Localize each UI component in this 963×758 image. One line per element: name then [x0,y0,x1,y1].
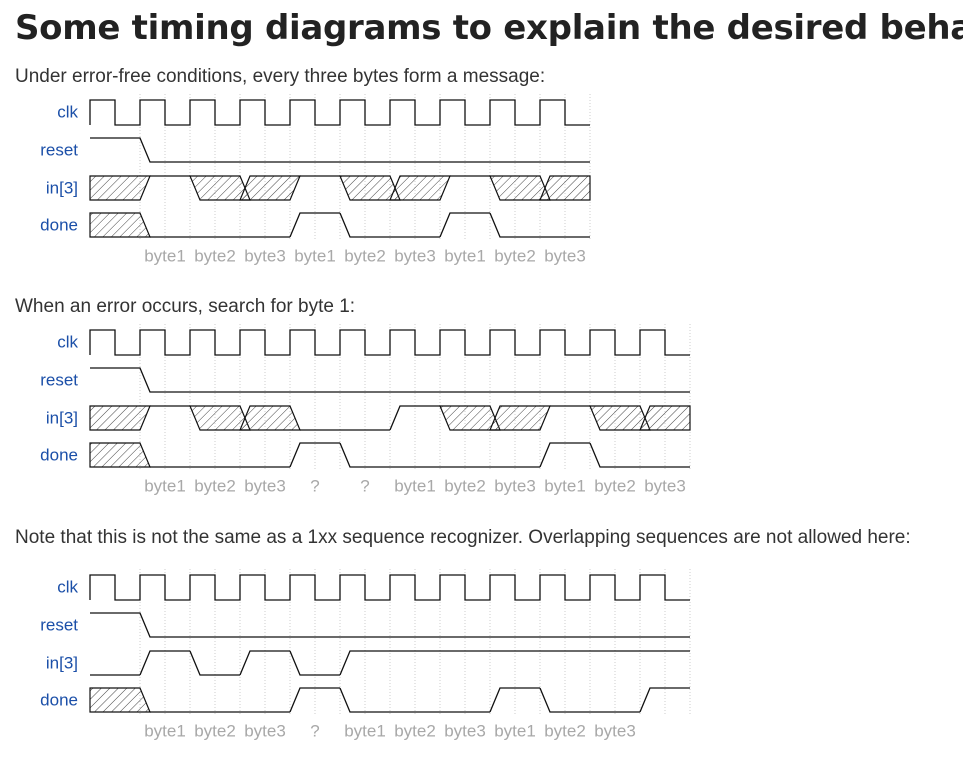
signal-label: done [40,690,78,709]
byte-label: byte3 [244,476,286,495]
dont-care [539,175,591,201]
dont-care [239,405,301,431]
wave-line [439,212,490,238]
byte-label: byte3 [244,246,286,265]
byte-label: byte2 [494,246,536,265]
signal-label: in[3] [46,178,78,197]
signal-label: clk [57,577,78,596]
wave-line [339,650,390,676]
byte-label: byte2 [344,246,386,265]
wave-line [90,137,590,163]
wave-line [539,442,590,468]
wave-line [89,329,690,356]
dont-care [489,405,551,431]
byte-label: byte3 [644,476,686,495]
caption: When an error occurs, search for byte 1: [15,296,356,317]
signal-label: reset [40,370,78,389]
byte-label: byte3 [544,246,586,265]
wave-line [489,212,540,238]
wave-line [90,612,690,638]
wave-line [389,405,440,431]
wave-line [239,650,290,676]
byte-label: byte1 [144,476,186,495]
dont-care [89,405,151,431]
signal-label: in[3] [46,408,78,427]
signal-label: done [40,215,78,234]
wave-line [90,367,690,393]
byte-label: byte1 [394,476,436,495]
wave-line [139,650,190,676]
byte-label: byte1 [494,721,536,740]
byte-label: byte3 [594,721,636,740]
byte-label: byte3 [444,721,486,740]
wave-line [189,650,240,676]
caption: Under error-free conditions, every three… [15,66,546,87]
signal-label: clk [57,332,78,351]
wave-line [289,212,340,238]
byte-label: byte2 [544,721,586,740]
signal-label: in[3] [46,653,78,672]
wave-line [339,687,390,713]
byte-label: byte3 [494,476,536,495]
dont-care [89,175,151,201]
byte-label: byte2 [194,476,236,495]
wave-line [289,442,340,468]
wave-line [639,687,690,713]
byte-label: byte1 [344,721,386,740]
byte-label: byte1 [144,246,186,265]
byte-label: byte1 [294,246,336,265]
dont-care [89,212,151,238]
byte-label: byte2 [194,246,236,265]
dont-care [89,687,151,713]
wave-line [589,442,640,468]
byte-label: byte2 [394,721,436,740]
byte-label: byte2 [594,476,636,495]
wave-line [489,687,540,713]
wave-line [289,687,340,713]
signal-label: clk [57,102,78,121]
byte-label: byte3 [244,721,286,740]
byte-label: byte3 [394,246,436,265]
byte-label: byte2 [194,721,236,740]
dont-care [389,175,451,201]
dont-care [639,405,691,431]
byte-label: byte1 [544,476,586,495]
byte-label: ? [360,476,369,495]
wave-line [89,99,590,126]
wave-line [89,574,690,601]
byte-label: byte1 [444,246,486,265]
byte-label: ? [310,721,319,740]
byte-label: byte2 [444,476,486,495]
caption: Note that this is not the same as a 1xx … [15,527,911,548]
page-title: Some timing diagrams to explain the desi… [15,8,963,48]
signal-label: reset [40,140,78,159]
wave-line [339,442,390,468]
byte-label: ? [310,476,319,495]
wave-line [539,687,590,713]
byte-label: byte1 [144,721,186,740]
signal-label: reset [40,615,78,634]
dont-care [89,442,151,468]
dont-care [239,175,301,201]
wave-line [339,212,390,238]
wave-line [289,650,340,676]
signal-label: done [40,445,78,464]
